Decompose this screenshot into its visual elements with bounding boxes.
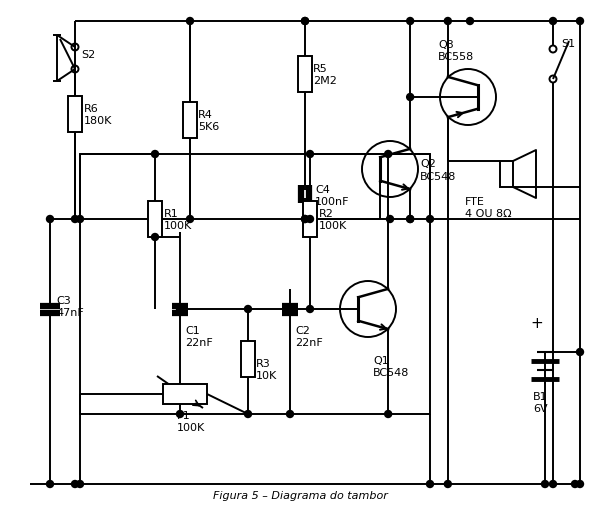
Bar (163, 384, 207, 404)
Text: B1: B1 (533, 392, 548, 402)
Text: 100nF: 100nF (315, 197, 349, 207)
Text: R5: R5 (313, 64, 328, 74)
Text: 5K6: 5K6 (198, 122, 219, 132)
Circle shape (47, 480, 53, 488)
Circle shape (427, 215, 433, 222)
Bar (68, 96, 82, 132)
Circle shape (385, 410, 392, 417)
Circle shape (302, 17, 308, 24)
Circle shape (550, 17, 557, 24)
Circle shape (550, 480, 557, 488)
Circle shape (245, 410, 251, 417)
Circle shape (77, 215, 83, 222)
Bar (148, 201, 162, 237)
Text: S1: S1 (561, 39, 575, 49)
Circle shape (71, 215, 79, 222)
Circle shape (577, 349, 583, 355)
Text: P1: P1 (177, 411, 191, 421)
Circle shape (151, 151, 158, 157)
Text: Figura 5 – Diagrama do tambor: Figura 5 – Diagrama do tambor (212, 491, 388, 501)
Circle shape (542, 480, 548, 488)
Text: R2: R2 (319, 209, 334, 219)
Text: R6: R6 (84, 104, 99, 114)
Text: 47nF: 47nF (56, 308, 84, 318)
Circle shape (176, 410, 184, 417)
Circle shape (176, 305, 184, 313)
Bar (500, 161, 513, 187)
Text: S2: S2 (81, 50, 95, 60)
Circle shape (307, 151, 314, 157)
Text: FTE: FTE (465, 197, 485, 207)
Text: 10K: 10K (256, 371, 277, 381)
Circle shape (385, 151, 392, 157)
Circle shape (386, 215, 394, 222)
Text: 4 OU 8Ω: 4 OU 8Ω (465, 209, 512, 219)
Bar (298, 56, 312, 92)
Circle shape (302, 215, 308, 222)
Text: +: + (530, 317, 544, 331)
Text: R1: R1 (164, 209, 179, 219)
Bar (303, 201, 317, 237)
Circle shape (287, 410, 293, 417)
Text: 2M2: 2M2 (313, 76, 337, 86)
Circle shape (571, 480, 578, 488)
Text: BC548: BC548 (420, 172, 457, 182)
Circle shape (307, 215, 314, 222)
Text: 100K: 100K (164, 221, 192, 231)
Circle shape (577, 480, 583, 488)
Text: R3: R3 (256, 359, 271, 369)
Text: Q3: Q3 (438, 40, 454, 50)
Circle shape (467, 17, 473, 24)
Text: 6V: 6V (533, 404, 548, 414)
Bar (183, 102, 197, 138)
Circle shape (77, 480, 83, 488)
Circle shape (307, 305, 314, 313)
Circle shape (302, 17, 308, 24)
Circle shape (407, 17, 413, 24)
Circle shape (71, 480, 79, 488)
Circle shape (47, 215, 53, 222)
Circle shape (445, 480, 451, 488)
Circle shape (407, 215, 413, 222)
Text: 100K: 100K (177, 423, 205, 433)
Circle shape (187, 17, 193, 24)
Text: R4: R4 (198, 110, 213, 120)
Text: Q1: Q1 (373, 356, 389, 366)
Text: 180K: 180K (84, 116, 112, 126)
Text: 22nF: 22nF (185, 338, 213, 348)
Text: BC558: BC558 (438, 52, 474, 62)
Bar (80, 154, 430, 414)
Circle shape (302, 215, 308, 222)
Circle shape (287, 305, 293, 313)
Circle shape (427, 480, 433, 488)
Circle shape (577, 17, 583, 24)
Circle shape (407, 94, 413, 100)
Circle shape (245, 305, 251, 313)
Text: C2: C2 (295, 326, 310, 336)
Circle shape (187, 215, 193, 222)
Circle shape (407, 215, 413, 222)
Text: Q2: Q2 (420, 159, 436, 169)
Text: 100K: 100K (319, 221, 347, 231)
Text: BC548: BC548 (373, 368, 409, 378)
Bar (241, 341, 255, 377)
Circle shape (445, 17, 451, 24)
Text: 22nF: 22nF (295, 338, 323, 348)
Text: C1: C1 (185, 326, 200, 336)
Text: C4: C4 (315, 185, 330, 195)
Circle shape (151, 234, 158, 240)
Text: C3: C3 (56, 296, 71, 306)
